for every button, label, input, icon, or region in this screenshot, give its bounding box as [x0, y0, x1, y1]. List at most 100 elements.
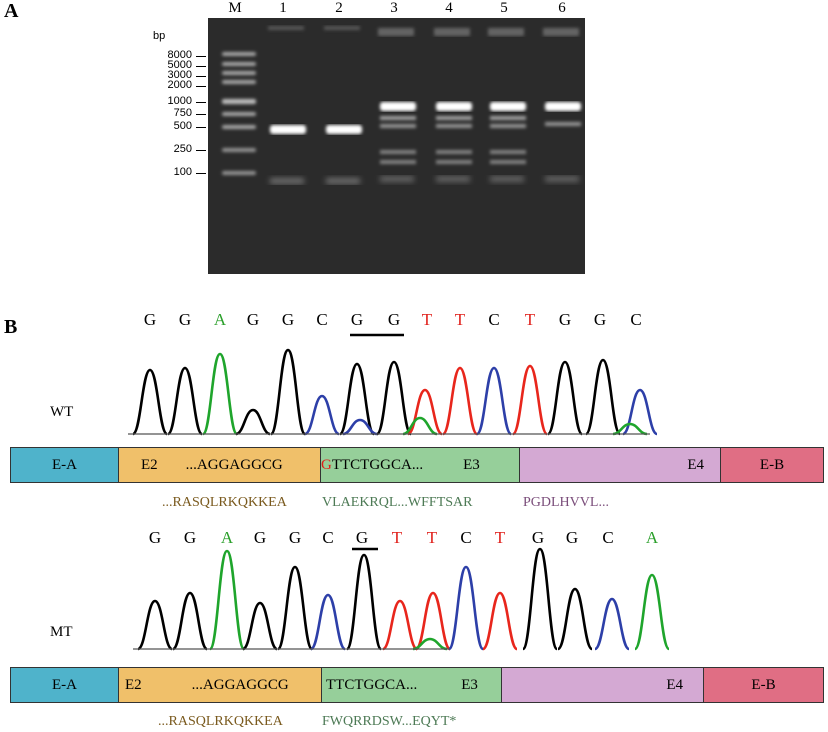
mt-trace-peak	[171, 591, 209, 651]
ladder-label-750: 750	[173, 107, 192, 119]
mt-base-14: C	[602, 528, 614, 547]
wt-base-11: C	[488, 310, 500, 329]
panel-label-b: B	[4, 316, 18, 338]
mt-base-11: T	[494, 528, 506, 547]
wt-base-15: C	[630, 310, 642, 329]
mt-trace-peak	[481, 591, 519, 651]
ladder-tick	[196, 76, 206, 77]
wt-trace-peak	[407, 388, 443, 436]
wt-trace-peak	[375, 360, 413, 436]
mt-base-6: C	[322, 528, 334, 547]
wt-trace-peak	[546, 360, 584, 436]
mt-chromatogram	[133, 547, 671, 651]
mt-trace-peak	[276, 565, 314, 651]
wt-exon-e3: G TTCTGGCA... E3	[320, 447, 520, 483]
lane-label-2: 2	[335, 0, 343, 16]
panel-label-a: A	[4, 0, 19, 22]
wt-protein-e4: PGDLHVVL...	[523, 495, 609, 510]
mt-trace-peak	[381, 599, 419, 651]
wt-trace-peak	[166, 366, 204, 436]
mt-base-4: G	[253, 528, 267, 547]
wt-exon-e3-first-base: G	[321, 456, 332, 473]
wt-trace-peak	[441, 366, 479, 436]
wt-chromatogram	[128, 348, 658, 436]
wt-trace-peak	[269, 348, 307, 436]
mt-protein-e3: FWQRRDSW...EQYT*	[322, 714, 457, 729]
mt-exon-e3-seq: TTCTGGCA...	[326, 676, 418, 693]
wt-trace-peak	[342, 418, 378, 436]
ladder-label-2000: 2000	[167, 79, 192, 91]
wt-exon-e2: E2 ...AGGAGGCG	[118, 447, 321, 483]
ladder-tick	[196, 102, 206, 103]
mt-exon-e2-label: E2	[125, 676, 142, 693]
ladder-tick	[196, 114, 206, 115]
sample-bands-1-2	[270, 125, 362, 134]
lane-label-6: 6	[558, 0, 566, 16]
ladder-label-500: 500	[173, 120, 192, 132]
wt-base-1: G	[143, 310, 157, 329]
mt-trace-peak	[447, 565, 485, 651]
mt-base-8: T	[391, 528, 403, 547]
wt-base-8: G	[387, 310, 401, 329]
wt-exon-eb: E-B	[720, 447, 824, 483]
lane-label-m: M	[228, 0, 242, 16]
wt-trace-peak	[338, 362, 376, 436]
mt-trace-peak	[556, 587, 594, 651]
lane-label-4: 4	[445, 0, 453, 16]
wt-base-3: A	[213, 310, 227, 329]
ladder-tick	[196, 86, 206, 87]
wt-base-9: T	[421, 310, 433, 329]
ladder-label-8000: 8000	[167, 49, 192, 61]
wt-underline	[350, 333, 404, 337]
mt-trace-peak	[241, 601, 279, 651]
mt-base-1: G	[148, 528, 162, 547]
mt-exon-bar: E-A E2 ...AGGAGGCG TTCTGGCA... E3 E4 E-B	[10, 667, 825, 705]
ladder-label-100: 100	[173, 166, 192, 178]
mt-trace-peak	[521, 547, 559, 651]
mt-trace-peak	[136, 599, 174, 651]
wt-exon-e4: E4	[519, 447, 721, 483]
wt-exon-e2-seq: ...AGGAGGCG	[185, 456, 283, 473]
gel-image	[208, 18, 585, 274]
mt-exon-e4: E4	[501, 667, 704, 703]
mt-base-3: A	[220, 528, 234, 547]
mt-trace-peak	[208, 549, 246, 651]
wt-trace-peak	[131, 368, 169, 436]
mt-exon-e2: E2 ...AGGAGGCG	[118, 667, 322, 703]
wt-exon-ea: E-A	[10, 447, 119, 483]
ladder-label-250: 250	[173, 143, 192, 155]
wt-trace-peak	[402, 416, 438, 436]
wt-exon-e3-label: E3	[463, 456, 480, 473]
lane-label-5: 5	[500, 0, 508, 16]
wt-protein-e2: ...RASQLRKQKKEA	[162, 495, 287, 510]
gel-wells	[268, 26, 579, 36]
mt-trace-peak	[414, 591, 452, 651]
wt-trace-peak	[475, 366, 513, 436]
mt-exon-eb: E-B	[703, 667, 824, 703]
gel-bands	[222, 26, 581, 184]
mt-trace-peak	[594, 597, 630, 651]
wt-trace-peak	[612, 422, 648, 436]
ladder-lane	[222, 52, 256, 175]
wt-exon-e3-seq: TTCTGGCA...	[331, 456, 424, 473]
wt-base-2: G	[178, 310, 192, 329]
mt-base-10: C	[460, 528, 472, 547]
ladder-tick	[196, 127, 206, 128]
wt-exon-bar: E-A E2 ...AGGAGGCG G TTCTGGCA... E3 E4 E…	[10, 447, 825, 485]
wt-base-6: C	[316, 310, 328, 329]
mt-trace-peak	[345, 553, 383, 651]
ladder-label-1000: 1000	[167, 95, 192, 107]
wt-base-5: G	[281, 310, 295, 329]
lane-label-3: 3	[390, 0, 398, 16]
mt-exon-e3: TTCTGGCA... E3	[321, 667, 502, 703]
wt-trace-peak	[584, 358, 622, 436]
wt-base-10: T	[454, 310, 466, 329]
mt-exon-ea: E-A	[10, 667, 119, 703]
wt-base-4: G	[246, 310, 260, 329]
mt-label: MT	[50, 624, 73, 640]
bp-unit-label: bp	[153, 30, 166, 42]
ladder-tick	[196, 150, 206, 151]
mt-base-9: T	[426, 528, 438, 547]
mt-base-13: G	[565, 528, 579, 547]
mt-trace-peak	[633, 573, 671, 651]
